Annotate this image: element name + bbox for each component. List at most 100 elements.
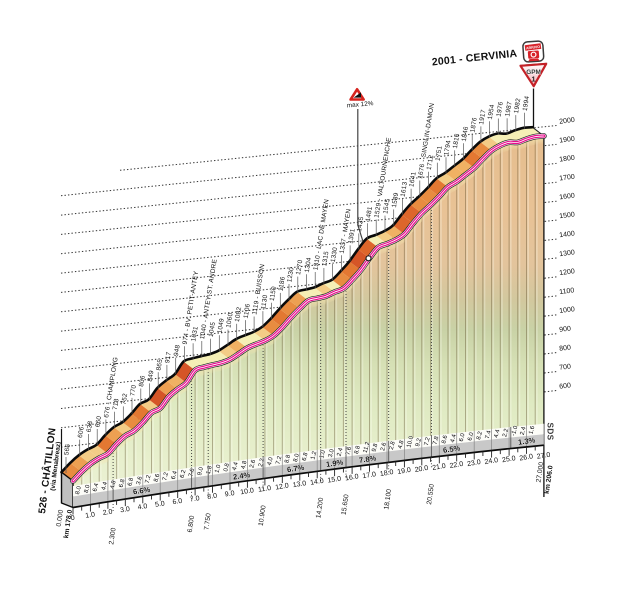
svg-text:2000: 2000 [559, 117, 575, 126]
svg-text:6.0: 6.0 [467, 431, 475, 441]
svg-text:10.900: 10.900 [258, 505, 268, 527]
svg-text:10.0: 10.0 [240, 487, 255, 496]
svg-text:7.750: 7.750 [203, 513, 212, 531]
svg-text:1.8: 1.8 [206, 465, 214, 475]
svg-text:0.000: 0.000 [56, 509, 65, 527]
svg-text:20.550: 20.550 [426, 483, 436, 505]
svg-text:1: 1 [532, 75, 536, 84]
svg-text:1315: 1315 [321, 250, 330, 266]
svg-text:1712: 1712 [426, 154, 435, 170]
svg-text:1.0: 1.0 [215, 463, 223, 473]
svg-text:7.8%: 7.8% [358, 454, 377, 465]
svg-text:1876: 1876 [469, 117, 478, 133]
svg-text:865: 865 [155, 358, 164, 371]
svg-text:660: 660 [94, 415, 103, 428]
svg-text:6.7%: 6.7% [286, 463, 305, 474]
svg-text:4.8: 4.8 [398, 439, 406, 449]
svg-text:km 178.0: km 178.0 [63, 509, 74, 539]
svg-text:1954: 1954 [487, 104, 496, 120]
svg-text:1045: 1045 [208, 321, 217, 337]
svg-text:1000: 1000 [559, 306, 575, 315]
svg-text:2.8: 2.8 [389, 440, 397, 450]
svg-text:6.5%: 6.5% [442, 444, 461, 455]
svg-text:6.8: 6.8 [127, 477, 135, 487]
svg-text:6.8: 6.8 [119, 478, 127, 488]
svg-text:1200: 1200 [559, 268, 575, 277]
svg-text:SDS: SDS [546, 423, 555, 441]
svg-text:1816: 1816 [452, 133, 461, 149]
svg-text:ARRIVO: ARRIVO [526, 45, 541, 51]
svg-text:6.4: 6.4 [171, 470, 179, 480]
svg-text:1391: 1391 [347, 228, 356, 244]
svg-text:2.6: 2.6 [380, 441, 388, 451]
svg-text:9.8: 9.8 [372, 442, 380, 452]
svg-text:1987: 1987 [504, 101, 513, 117]
svg-text:638: 638 [86, 420, 95, 433]
svg-text:1982: 1982 [513, 98, 522, 114]
svg-text:6.8: 6.8 [302, 451, 310, 461]
svg-text:1400: 1400 [559, 230, 575, 239]
svg-text:1613: 1613 [400, 181, 409, 197]
svg-text:917: 917 [164, 351, 173, 364]
svg-text:1270: 1270 [295, 259, 304, 275]
svg-text:1794: 1794 [443, 140, 452, 156]
svg-text:1130: 1130 [260, 294, 269, 310]
svg-text:km 206.0: km 206.0 [544, 465, 555, 495]
svg-text:6.800: 6.800 [187, 515, 196, 533]
svg-text:1.0: 1.0 [319, 449, 327, 459]
svg-text:1049: 1049 [217, 318, 226, 334]
svg-text:7.2: 7.2 [162, 471, 170, 481]
svg-text:8.0: 8.0 [84, 484, 92, 494]
svg-text:8.8: 8.8 [354, 445, 362, 455]
svg-text:6.0: 6.0 [459, 432, 467, 442]
svg-text:22.0: 22.0 [449, 461, 464, 470]
svg-text:9.0: 9.0 [224, 490, 235, 498]
svg-text:9.0: 9.0 [197, 466, 205, 476]
svg-text:600: 600 [559, 382, 572, 390]
svg-text:948: 948 [173, 344, 182, 357]
svg-text:1500: 1500 [559, 211, 575, 220]
svg-text:1300: 1300 [559, 249, 575, 258]
svg-text:4.8: 4.8 [241, 460, 249, 470]
svg-text:8.8: 8.8 [284, 454, 292, 464]
svg-text:GPM: GPM [526, 69, 541, 76]
svg-text:8.6: 8.6 [154, 473, 162, 483]
svg-text:6.2: 6.2 [180, 469, 188, 479]
svg-text:1976: 1976 [496, 101, 505, 117]
svg-text:6.0: 6.0 [172, 498, 183, 506]
svg-text:7.4: 7.4 [485, 429, 493, 439]
svg-text:900: 900 [559, 326, 572, 334]
svg-text:1545: 1545 [382, 198, 391, 214]
svg-text:2.2: 2.2 [502, 427, 510, 437]
svg-text:2.6: 2.6 [249, 458, 257, 468]
svg-text:770: 770 [129, 384, 138, 397]
svg-text:7.8: 7.8 [433, 435, 441, 445]
svg-text:1.0: 1.0 [85, 511, 96, 519]
svg-text:max 12%: max 12% [347, 100, 374, 109]
svg-text:606: 606 [77, 426, 86, 439]
svg-text:1082: 1082 [234, 306, 243, 322]
svg-text:1846: 1846 [461, 126, 470, 142]
svg-text:1060: 1060 [225, 312, 234, 328]
svg-text:7.2: 7.2 [276, 455, 284, 465]
svg-text:24.0: 24.0 [484, 457, 499, 466]
svg-text:2.4: 2.4 [520, 426, 528, 436]
svg-text:1.6: 1.6 [529, 425, 537, 435]
svg-text:1.3%: 1.3% [517, 436, 536, 447]
svg-text:15.0: 15.0 [327, 476, 342, 485]
svg-text:20.0: 20.0 [414, 465, 429, 474]
svg-text:4.0: 4.0 [267, 456, 275, 466]
svg-text:700: 700 [559, 363, 572, 371]
svg-text:1106: 1106 [243, 303, 252, 319]
svg-text:1150: 1150 [269, 286, 278, 302]
svg-text:566: 566 [63, 443, 72, 456]
svg-text:1600: 1600 [559, 193, 575, 202]
svg-text:1304: 1304 [304, 257, 313, 273]
svg-text:1.2: 1.2 [310, 450, 318, 460]
svg-text:13.0: 13.0 [292, 480, 307, 489]
svg-text:2.2: 2.2 [258, 457, 266, 467]
svg-text:26.0: 26.0 [519, 453, 534, 462]
svg-text:4.0: 4.0 [137, 503, 148, 511]
svg-text:4.8: 4.8 [110, 479, 118, 489]
svg-text:3.0: 3.0 [120, 506, 131, 514]
